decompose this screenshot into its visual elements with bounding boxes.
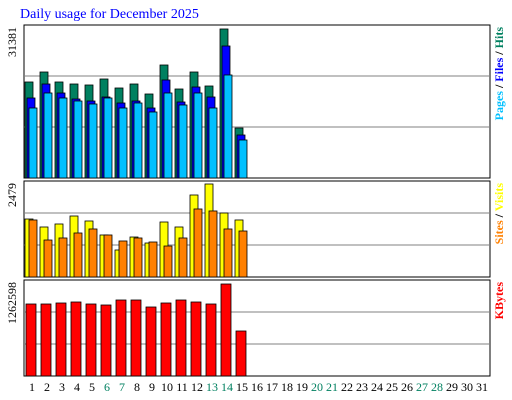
bar xyxy=(130,299,142,377)
bar xyxy=(133,237,143,278)
bar xyxy=(193,92,203,179)
panel-frame xyxy=(23,279,491,377)
x-tick-label: 13 xyxy=(206,380,218,394)
x-tick-label: 10 xyxy=(161,380,173,394)
legend-separator: / xyxy=(492,211,506,220)
bar xyxy=(175,299,187,377)
bar xyxy=(133,102,143,179)
x-tick-label: 5 xyxy=(89,380,95,394)
panel-frame xyxy=(23,24,491,179)
legend-entry: Sites xyxy=(492,220,506,244)
x-tick-label: 1 xyxy=(29,380,35,394)
x-tick-label: 4 xyxy=(74,380,80,394)
legend-separator: / xyxy=(492,48,506,57)
panel-frame xyxy=(23,180,491,278)
x-tick-label: 24 xyxy=(371,380,383,394)
bar xyxy=(238,230,248,278)
x-tick-label: 7 xyxy=(119,380,125,394)
legend: Pages / Files / Hits xyxy=(492,27,506,121)
x-tick-label: 20 xyxy=(311,380,323,394)
bar xyxy=(160,302,172,377)
x-tick-label: 27 xyxy=(416,380,428,394)
bar xyxy=(28,219,38,278)
y-max-label: 31381 xyxy=(5,27,19,57)
bar xyxy=(178,237,188,278)
legend: KBytes xyxy=(492,282,506,320)
x-tick-label: 15 xyxy=(236,380,248,394)
bar xyxy=(88,103,98,179)
x-tick-label: 11 xyxy=(176,380,188,394)
legend-separator: / xyxy=(492,82,506,91)
x-tick-label: 23 xyxy=(356,380,368,394)
x-tick-label: 21 xyxy=(326,380,338,394)
x-tick-label: 26 xyxy=(401,380,413,394)
legend-entry: Files xyxy=(492,57,506,81)
bar xyxy=(190,301,202,377)
legend: Sites / Visits xyxy=(492,183,506,245)
legend-entry: Hits xyxy=(492,27,506,49)
bar xyxy=(145,306,157,377)
bar xyxy=(40,303,52,377)
x-tick-label: 19 xyxy=(296,380,308,394)
y-max-label: 1262598 xyxy=(5,282,19,324)
x-tick-label: 30 xyxy=(461,380,473,394)
x-tick-label: 9 xyxy=(149,380,155,394)
bar xyxy=(28,107,38,179)
bar xyxy=(88,228,98,278)
x-tick-label: 14 xyxy=(221,380,233,394)
bar xyxy=(103,234,113,278)
bar xyxy=(208,210,218,278)
x-tick-label: 17 xyxy=(266,380,278,394)
bar xyxy=(25,303,37,377)
bar xyxy=(163,245,173,278)
bar xyxy=(55,302,67,377)
bar xyxy=(103,97,113,179)
bar xyxy=(205,303,217,377)
bar xyxy=(70,301,82,377)
bar xyxy=(148,111,158,179)
bar xyxy=(58,97,68,179)
x-tick-label: 25 xyxy=(386,380,398,394)
x-tick-label: 6 xyxy=(104,380,110,394)
chart-title: Daily usage for December 2025 xyxy=(20,7,199,22)
x-tick-label: 28 xyxy=(431,380,443,394)
x-tick-label: 2 xyxy=(44,380,50,394)
bar xyxy=(43,239,53,278)
bar xyxy=(118,107,128,179)
bar xyxy=(148,241,158,278)
bar xyxy=(100,304,112,377)
x-tick-label: 16 xyxy=(251,380,263,394)
bar xyxy=(73,232,83,278)
bar xyxy=(223,228,233,278)
legend-entry: Pages xyxy=(492,91,506,121)
bar xyxy=(163,92,173,179)
bar xyxy=(58,237,68,278)
bar xyxy=(208,107,218,179)
x-tick-label: 3 xyxy=(59,380,65,394)
bar xyxy=(220,283,232,377)
bar xyxy=(85,303,97,377)
x-tick-label: 31 xyxy=(476,380,488,394)
bar xyxy=(178,104,188,179)
bar xyxy=(115,299,127,377)
x-tick-label: 12 xyxy=(191,380,203,394)
bar xyxy=(235,330,247,377)
x-tick-label: 18 xyxy=(281,380,293,394)
x-tick-label: 29 xyxy=(446,380,458,394)
bar xyxy=(118,240,128,278)
bar xyxy=(223,74,233,179)
bar xyxy=(73,100,83,179)
x-tick-label: 8 xyxy=(134,380,140,394)
legend-entry: Visits xyxy=(492,183,506,212)
y-max-label: 2479 xyxy=(5,183,19,207)
x-tick-label: 22 xyxy=(341,380,353,394)
legend-entry: KBytes xyxy=(492,282,506,320)
bar xyxy=(43,92,53,179)
bar xyxy=(238,139,248,179)
bar xyxy=(193,208,203,278)
